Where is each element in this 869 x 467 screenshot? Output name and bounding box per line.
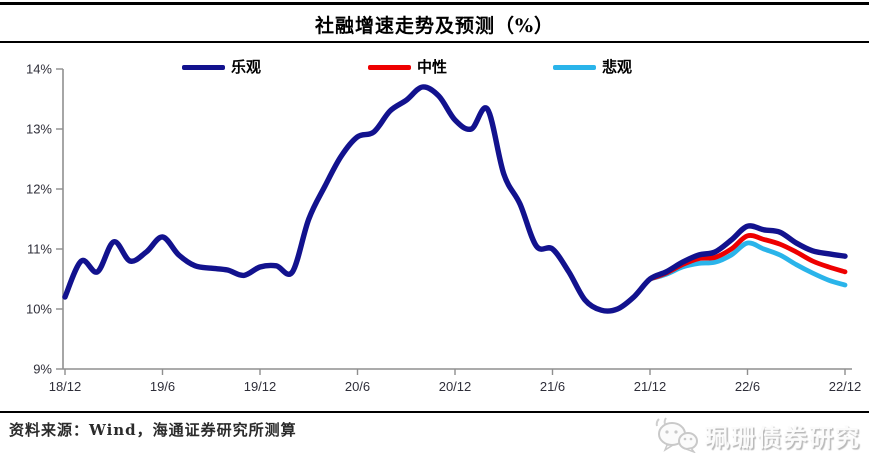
header-divider xyxy=(0,41,869,43)
legend-label-pessimistic: 悲观 xyxy=(602,58,633,76)
x-tick-label: 20/12 xyxy=(439,379,472,394)
x-axis-tick-labels: 18/12 19/6 19/12 20/6 20/12 21/6 21/12 22/6 22/1… xyxy=(49,379,862,394)
x-tick-label: 19/6 xyxy=(150,379,175,394)
series-line-乐观 xyxy=(62,84,848,314)
x-tick-label: 22/6 xyxy=(735,379,760,394)
x-tick-label: 18/12 xyxy=(49,379,82,394)
legend-item-neutral: 中性 xyxy=(368,56,447,77)
y-tick-label: 9% xyxy=(33,362,52,377)
y-axis-tick-labels: 9% 10% 11% 12% 13% 14% xyxy=(26,62,52,377)
x-tick-label: 20/6 xyxy=(345,379,370,394)
legend-item-pessimistic: 悲观 xyxy=(553,56,632,77)
y-tick-label: 14% xyxy=(26,62,52,77)
y-tick-label: 11% xyxy=(27,242,52,257)
footer-divider xyxy=(0,411,869,413)
watermark-text: 珮珊债券研究 xyxy=(705,422,861,452)
wechat-icon xyxy=(655,417,698,453)
y-tick-label: 12% xyxy=(26,182,52,197)
x-tick-label: 21/6 xyxy=(540,379,565,394)
legend-swatch-pessimistic xyxy=(553,65,596,70)
chart-title: 社融增速走势及预测（%） xyxy=(314,15,555,37)
axes xyxy=(56,68,852,375)
legend-label-optimistic: 乐观 xyxy=(231,58,262,76)
legend-swatch-optimistic xyxy=(182,65,225,70)
series-lines xyxy=(62,84,848,314)
x-tick-label: 21/12 xyxy=(634,379,667,394)
y-tick-label: 10% xyxy=(26,302,52,317)
x-tick-label: 19/12 xyxy=(244,379,277,394)
top-rule xyxy=(0,2,869,5)
legend-item-optimistic: 乐观 xyxy=(182,56,261,77)
watermark: 珮珊债券研究 xyxy=(655,417,861,453)
x-tick-label: 22/12 xyxy=(829,379,862,394)
source-note: 资料来源：Wind，海通证券研究所测算 xyxy=(9,421,297,439)
y-tick-label: 13% xyxy=(26,122,52,137)
legend-label-neutral: 中性 xyxy=(417,58,448,76)
legend-swatch-neutral xyxy=(368,65,411,70)
